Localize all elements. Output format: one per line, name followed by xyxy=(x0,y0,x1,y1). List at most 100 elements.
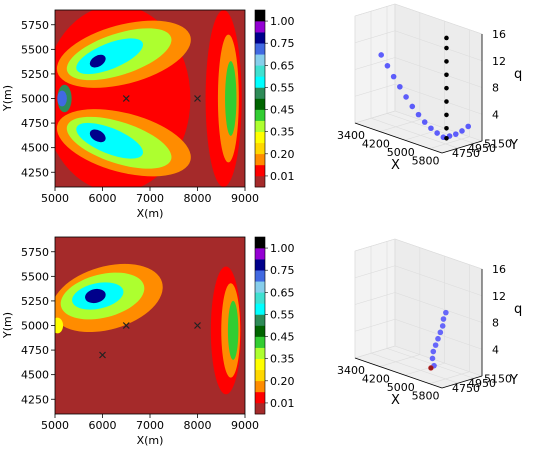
y-axis-label: Y xyxy=(509,138,518,153)
data-point xyxy=(444,72,449,78)
x-tick-label: 3400 xyxy=(337,129,365,142)
axis-line xyxy=(354,122,443,154)
grid-line xyxy=(394,57,483,88)
colorbar-segment xyxy=(255,164,265,177)
x-tick-label: 6000 xyxy=(89,192,117,205)
x-tick-label: 8000 xyxy=(184,192,212,205)
colorbar-segment xyxy=(255,248,265,260)
colorbar-segment xyxy=(255,32,265,44)
grid-line xyxy=(354,83,396,97)
z-tick-label: 12 xyxy=(492,290,506,303)
colorbar-segment xyxy=(255,65,265,77)
x-tick-label: 4200 xyxy=(362,373,390,386)
well-marker xyxy=(122,322,130,329)
y-tick-label: 5750 xyxy=(21,19,49,32)
colorbar-segment xyxy=(255,87,265,99)
z-tick-label: 12 xyxy=(492,55,506,68)
colorbar-segment xyxy=(255,336,265,348)
x-axis-label: X xyxy=(391,393,400,408)
colorbar-segment xyxy=(255,402,265,415)
grid-line xyxy=(379,354,420,367)
y-tick-label: 5250 xyxy=(21,68,49,81)
grid-line xyxy=(379,119,420,132)
grid-line xyxy=(354,238,396,252)
colorbar-tick-label: 0.65 xyxy=(270,286,295,299)
grid-line xyxy=(386,348,475,379)
x-tick-label: 5000 xyxy=(41,192,69,205)
y-tick-label: 4500 xyxy=(21,369,49,382)
x-tick-label: 5000 xyxy=(387,146,415,159)
colorbar-frame xyxy=(254,9,266,188)
colorbar-segment xyxy=(255,142,265,155)
colorbar-segment xyxy=(255,358,265,371)
y-tick-label: 5750 xyxy=(21,246,49,259)
contour-regions-top xyxy=(55,10,245,187)
data-point xyxy=(444,59,449,64)
grid-line xyxy=(354,3,396,17)
colorbar-segment xyxy=(255,380,265,393)
x-tick-label: 3400 xyxy=(337,364,365,377)
colorbar-segment xyxy=(255,153,265,166)
data-point xyxy=(444,112,449,118)
data-point xyxy=(432,342,439,348)
grid-line xyxy=(370,352,459,384)
grid-line xyxy=(394,3,483,35)
markers-bottom xyxy=(99,322,201,359)
data-point xyxy=(444,125,449,131)
colorbar-segment xyxy=(255,131,265,144)
data-point xyxy=(444,45,449,51)
grid-line xyxy=(394,265,483,297)
colorbar-segment xyxy=(255,259,265,271)
colorbar-segment xyxy=(255,325,265,337)
colorbar-tick-label: 0.20 xyxy=(270,148,295,161)
z-axis-label: q xyxy=(514,67,522,82)
data-point xyxy=(459,128,465,134)
data-point xyxy=(437,329,444,336)
y-axis-label: Y(m) xyxy=(1,85,14,112)
colorbar-segment xyxy=(255,76,265,88)
colorbar-tick-label: 0.75 xyxy=(270,264,295,277)
colorbar-segment xyxy=(255,175,265,188)
colorbar-bottom: 0.01 0.20 0.35 0.45 0.55 0.65 0.75 1.00 xyxy=(254,236,295,415)
grid-line xyxy=(404,127,445,141)
data-point xyxy=(440,316,447,322)
y-tick-label: 4750 xyxy=(21,117,49,130)
grid-line xyxy=(354,292,396,305)
x-axis-label: X(m) xyxy=(137,207,164,220)
z-tick-label: 16 xyxy=(492,28,506,41)
z-axis-label: q xyxy=(514,302,522,317)
y-tick-label: 4500 xyxy=(21,142,49,155)
grid-line xyxy=(354,30,396,44)
colorbar-segment xyxy=(255,54,265,66)
y-tick-label: 4250 xyxy=(21,393,49,406)
axis-line xyxy=(441,375,483,389)
x-tick-label: 8000 xyxy=(184,419,212,432)
axis-ticks-bottom: 5000 6000 7000 8000 9000 4250 4500 4750 5000 5250… xyxy=(21,246,259,432)
contour-region xyxy=(89,129,106,143)
colorbar-segment xyxy=(255,303,265,315)
colorbar-segment xyxy=(255,281,265,293)
x-tick-label: 4200 xyxy=(362,138,390,151)
grid-line xyxy=(394,30,483,62)
grid-line xyxy=(394,292,483,323)
x-axis-label: X xyxy=(391,158,400,173)
data-point xyxy=(428,125,434,132)
colorbar-segment xyxy=(255,347,265,359)
x-tick-label: 6000 xyxy=(89,419,117,432)
colorbar-tick-label: 0.55 xyxy=(270,81,295,94)
colorbar-tick-label: 0.55 xyxy=(270,308,295,321)
colorbar-tick-label: 0.45 xyxy=(270,331,295,344)
z-tick-label: 8 xyxy=(492,317,499,330)
y-tick-label: 5000 xyxy=(21,320,49,333)
y-tick-label: 4950 xyxy=(468,142,496,155)
x-tick-label: 7000 xyxy=(136,419,164,432)
colorbar-tick-label: 1.00 xyxy=(270,15,295,28)
data-point xyxy=(435,335,441,342)
data-point xyxy=(444,99,449,104)
y-tick-label: 5000 xyxy=(21,93,49,106)
colorbar-segment xyxy=(255,98,265,110)
y-tick-label: 4750 xyxy=(452,147,480,160)
colorbar-tick-label: 0.20 xyxy=(270,375,295,388)
z-tick-label: 8 xyxy=(492,82,499,95)
